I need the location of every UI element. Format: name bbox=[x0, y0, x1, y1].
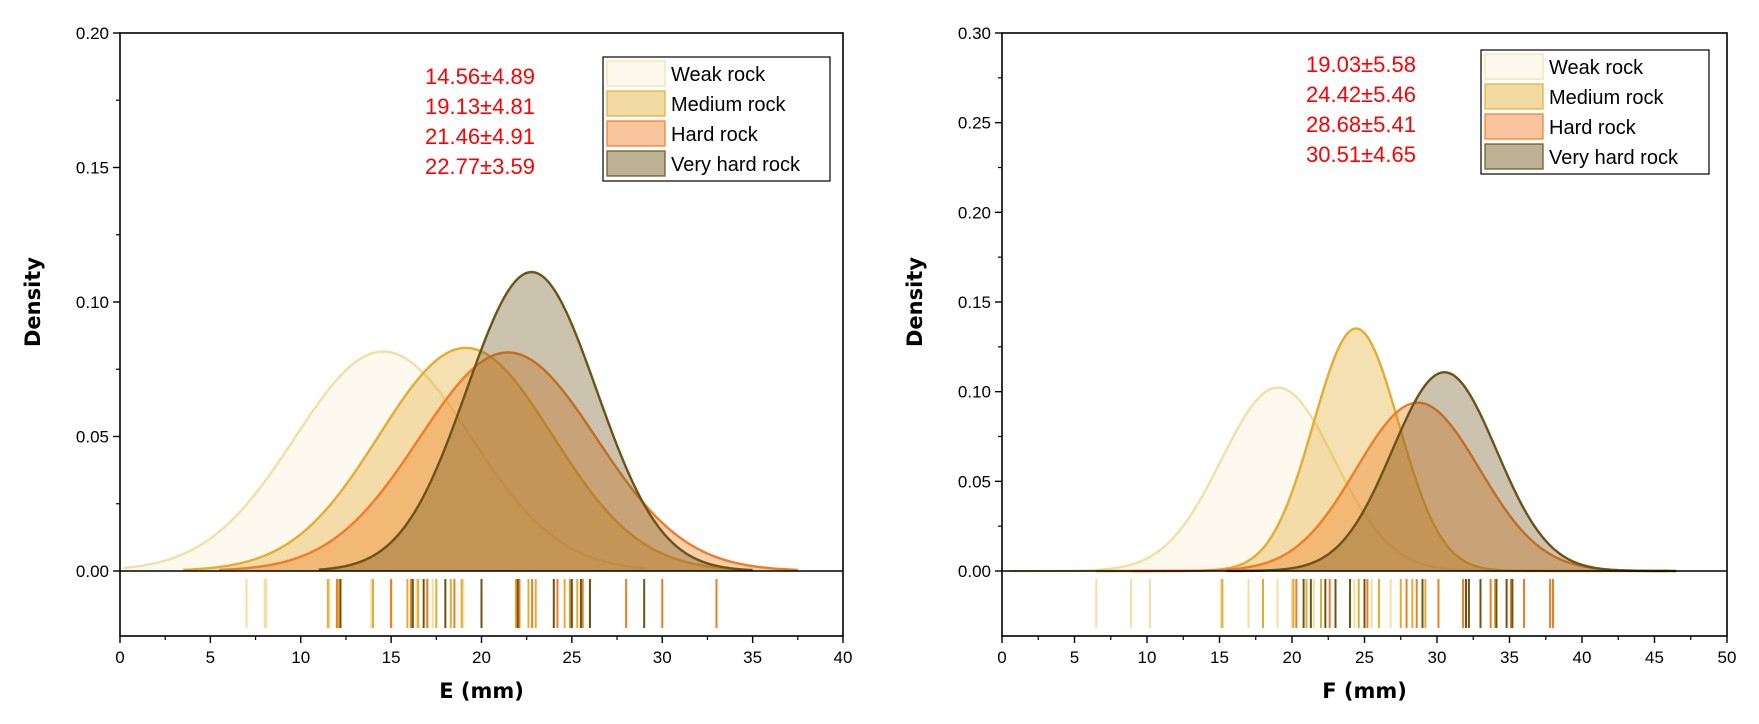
x-tick-label: 20 bbox=[1283, 648, 1302, 667]
density-curve-hard-rock bbox=[1132, 401, 1670, 573]
legend-label: Very hard rock bbox=[1549, 147, 1679, 169]
x-tick-label: 15 bbox=[1210, 648, 1229, 667]
legend-label: Hard rock bbox=[671, 124, 759, 146]
legend-swatch bbox=[1484, 143, 1544, 170]
mean-sd-annotation: 28.68±5.41 bbox=[1306, 112, 1416, 137]
x-axis-label: E (mm) bbox=[439, 679, 524, 703]
y-tick-label: 0.25 bbox=[958, 114, 991, 133]
legend-label: Weak rock bbox=[671, 64, 766, 86]
density-curve-medium-rock bbox=[183, 346, 744, 572]
y-tick-label: 0.15 bbox=[76, 159, 109, 178]
x-axis-label: F (mm) bbox=[1322, 679, 1407, 703]
legend: Weak rock Medium rock Hard rock Very hard r… bbox=[602, 56, 831, 182]
legend-swatch bbox=[1484, 53, 1544, 80]
legend-box bbox=[1480, 49, 1710, 175]
mean-sd-annotation: 19.03±5.58 bbox=[1306, 52, 1416, 77]
legend-swatch bbox=[1484, 113, 1544, 140]
x-tick-label: 0 bbox=[115, 648, 124, 667]
legend-label: Medium rock bbox=[1549, 87, 1664, 109]
x-tick-label: 50 bbox=[1718, 648, 1737, 667]
legend-swatch bbox=[606, 150, 666, 177]
y-tick-label: 0.30 bbox=[958, 24, 991, 43]
density-area-medium-rock bbox=[1096, 328, 1669, 571]
density-curve-very-hard-rock bbox=[1226, 371, 1677, 573]
y-axis-label: Density bbox=[21, 257, 45, 347]
y-tick-label: 0.15 bbox=[958, 293, 991, 312]
legend-swatch bbox=[606, 60, 666, 87]
panel-1: 0.00 0.05 0.10 0.15 0.20 0 5 10 15 20 25 30 35 40 E (m… bbox=[21, 24, 852, 703]
x-tick-label: 30 bbox=[1428, 648, 1447, 667]
y-tick-label: 0.00 bbox=[76, 562, 109, 581]
mean-sd-annotation: 19.13±4.81 bbox=[425, 94, 535, 119]
y-tick-label: 0.10 bbox=[76, 293, 109, 312]
density-area-weak-rock bbox=[123, 351, 645, 571]
y-tick-label: 0.20 bbox=[76, 24, 109, 43]
mean-sd-annotation: 21.46±4.91 bbox=[425, 124, 535, 149]
x-tick-label: 40 bbox=[834, 648, 853, 667]
y-tick-label: 0.05 bbox=[76, 428, 109, 447]
legend-swatch bbox=[1484, 83, 1544, 110]
mean-sd-annotation: 22.77±3.59 bbox=[425, 154, 535, 179]
x-tick-label: 10 bbox=[1138, 648, 1157, 667]
legend-box bbox=[602, 56, 831, 182]
density-area-weak-rock bbox=[1009, 387, 1539, 571]
density-area-hard-rock bbox=[1132, 402, 1669, 571]
x-tick-label: 20 bbox=[472, 648, 491, 667]
y-tick-label: 0.00 bbox=[958, 562, 991, 581]
x-tick-label: 25 bbox=[562, 648, 581, 667]
density-area-very-hard-rock bbox=[318, 272, 753, 571]
density-curve-weak-rock bbox=[123, 350, 645, 570]
x-tick-label: 5 bbox=[1070, 648, 1079, 667]
density-curve-very-hard-rock bbox=[318, 270, 753, 572]
legend: Weak rock Medium rock Hard rock Very hard r… bbox=[1480, 49, 1710, 175]
y-tick-label: 0.10 bbox=[958, 383, 991, 402]
x-tick-label: 25 bbox=[1355, 648, 1374, 667]
legend-swatch bbox=[606, 120, 666, 147]
legend-label: Hard rock bbox=[1549, 117, 1637, 139]
density-area-very-hard-rock bbox=[1226, 372, 1677, 571]
legend-label: Weak rock bbox=[1549, 57, 1644, 79]
mean-sd-annotation: 30.51±4.65 bbox=[1306, 142, 1416, 167]
y-axis-label: Density bbox=[903, 257, 927, 347]
y-tick-label: 0.20 bbox=[958, 203, 991, 222]
panel-2: 0.00 0.05 0.10 0.15 0.20 0.25 0.30 0 5 10 15 20 25 30… bbox=[903, 24, 1736, 703]
x-tick-label: 10 bbox=[291, 648, 310, 667]
x-tick-label: 0 bbox=[997, 648, 1006, 667]
x-tick-label: 5 bbox=[206, 648, 215, 667]
mean-sd-annotation: 24.42±5.46 bbox=[1306, 82, 1416, 107]
x-tick-label: 45 bbox=[1645, 648, 1664, 667]
density-area-medium-rock bbox=[183, 347, 744, 571]
mean-sd-annotation: 14.56±4.89 bbox=[425, 64, 535, 89]
y-tick-label: 0.05 bbox=[958, 472, 991, 491]
legend-swatch bbox=[606, 90, 666, 117]
x-tick-label: 15 bbox=[382, 648, 401, 667]
density-area-hard-rock bbox=[219, 352, 798, 571]
x-tick-label: 30 bbox=[653, 648, 672, 667]
x-tick-label: 35 bbox=[1500, 648, 1519, 667]
legend-label: Very hard rock bbox=[671, 154, 801, 176]
legend-label: Medium rock bbox=[671, 94, 786, 116]
x-tick-label: 35 bbox=[743, 648, 762, 667]
density-curve-hard-rock bbox=[219, 351, 798, 572]
x-tick-label: 40 bbox=[1573, 648, 1592, 667]
